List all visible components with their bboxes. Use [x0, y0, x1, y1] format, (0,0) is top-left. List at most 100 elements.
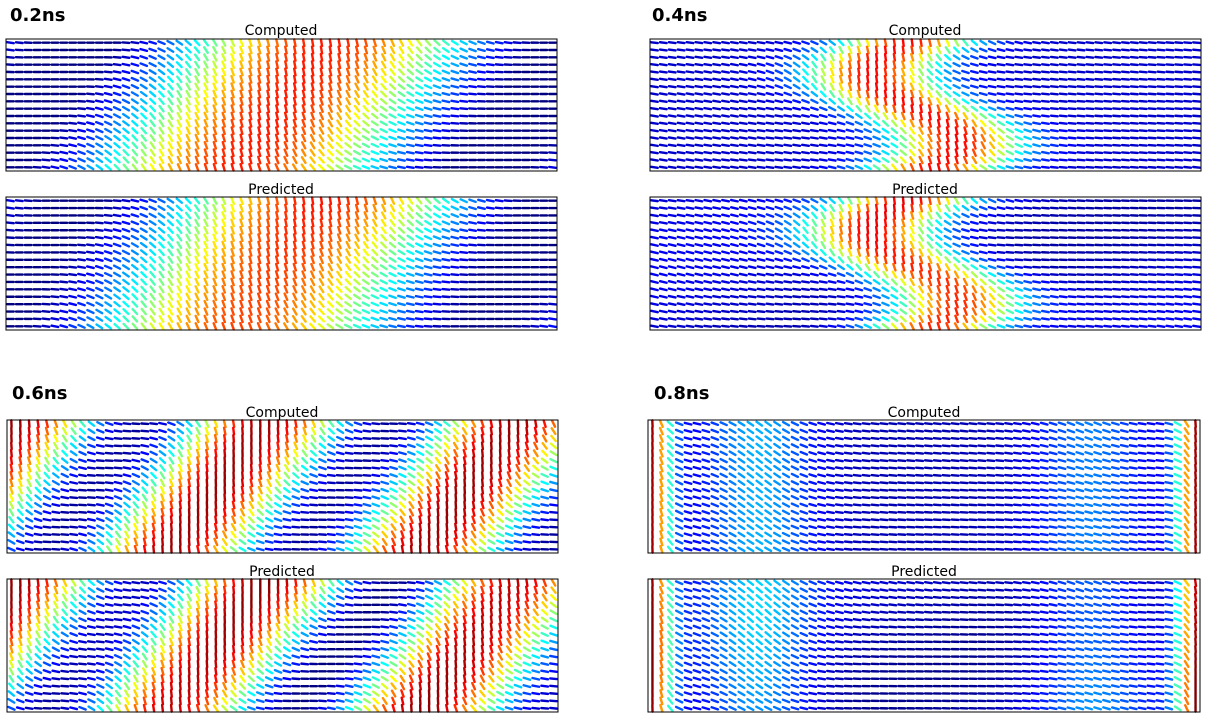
arrow	[1167, 160, 1174, 161]
arrow	[382, 198, 384, 204]
arrow	[80, 437, 85, 441]
arrow	[867, 47, 869, 53]
arrow	[713, 50, 720, 51]
arrow	[338, 257, 341, 263]
arrow	[858, 61, 859, 68]
arrow	[241, 149, 243, 155]
arrow	[867, 98, 869, 104]
arrow	[858, 234, 859, 241]
arrow	[434, 296, 441, 297]
arrow	[749, 101, 756, 102]
arrow	[793, 100, 799, 102]
arrow	[947, 286, 949, 292]
arrow	[776, 56, 782, 58]
arrow	[678, 57, 685, 58]
arrow	[425, 123, 432, 124]
arrow	[454, 443, 457, 449]
arrow	[364, 423, 371, 424]
arrow	[141, 280, 146, 285]
arrow	[678, 159, 685, 160]
arrow	[910, 294, 915, 299]
arrow	[696, 57, 703, 58]
arrow	[186, 77, 190, 83]
arrow	[372, 136, 378, 139]
arrow	[338, 84, 340, 90]
arrow	[54, 450, 58, 456]
arrow	[11, 480, 13, 486]
arrow	[1051, 86, 1058, 87]
arrow	[96, 93, 103, 94]
arrow	[363, 129, 368, 133]
arrow	[276, 113, 278, 119]
arrow	[372, 288, 378, 291]
arrow	[223, 76, 225, 82]
arrow	[347, 227, 349, 233]
arrow	[955, 316, 957, 322]
arrow	[784, 281, 791, 282]
arrow	[1122, 145, 1129, 146]
arrow	[1104, 160, 1111, 161]
arrow	[998, 42, 1004, 44]
arrow	[749, 296, 756, 297]
arrow	[811, 100, 817, 103]
arrow	[713, 318, 720, 319]
arrow	[417, 430, 423, 432]
arrow	[876, 257, 878, 263]
arrow	[141, 445, 148, 446]
arrow	[312, 227, 313, 234]
arrow	[1184, 116, 1191, 117]
arrow	[304, 428, 306, 434]
arrow	[399, 452, 405, 454]
arrow	[124, 309, 129, 314]
arrow	[857, 265, 861, 270]
arrow	[132, 71, 138, 73]
arrow	[848, 198, 851, 204]
arrow	[989, 79, 996, 80]
arrow	[294, 242, 296, 248]
arrow	[849, 242, 851, 248]
arrow	[177, 55, 182, 59]
arrow	[1033, 144, 1039, 146]
arrow	[954, 99, 959, 103]
arrow	[549, 304, 556, 305]
arrow	[811, 115, 817, 116]
arrow	[186, 41, 191, 45]
arrow	[398, 326, 405, 327]
arrow	[1078, 167, 1085, 168]
arrow	[408, 62, 413, 67]
arrow	[365, 54, 367, 60]
arrow	[669, 101, 676, 102]
arrow	[1025, 144, 1031, 146]
arrow	[169, 257, 173, 263]
arrow	[964, 294, 966, 300]
arrow	[1069, 64, 1076, 65]
arrow	[731, 229, 737, 231]
arrow	[205, 323, 207, 329]
arrow	[902, 76, 904, 82]
arrow	[849, 249, 852, 255]
arrow	[383, 40, 385, 46]
arrow	[894, 212, 895, 219]
arrow	[285, 69, 286, 76]
arrow	[249, 279, 251, 285]
arrow	[373, 227, 376, 233]
arrow	[990, 309, 995, 314]
arrow	[267, 264, 269, 270]
arrow	[980, 64, 986, 65]
arrow	[784, 167, 791, 168]
arrow	[776, 108, 783, 109]
arrow	[1024, 72, 1031, 73]
arrow	[1060, 311, 1067, 312]
arrow	[242, 472, 243, 479]
arrow	[16, 208, 23, 209]
arrow	[382, 69, 386, 75]
arrow	[69, 145, 75, 147]
arrow	[132, 92, 138, 95]
arrow	[123, 207, 130, 208]
arrow	[96, 252, 102, 254]
arrow	[980, 49, 986, 51]
arrow	[767, 251, 773, 253]
arrow	[776, 63, 782, 65]
arrow	[758, 229, 764, 231]
arrow	[973, 309, 976, 315]
